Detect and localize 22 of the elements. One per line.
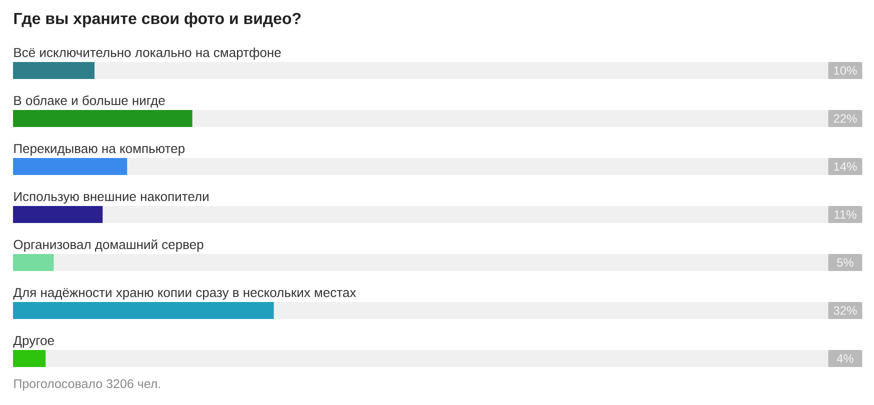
y-tick-label: Для надёжности храню копии сразу в нескольких местах	[13, 288, 356, 300]
data-label: 4%	[836, 354, 854, 363]
data-label: 32%	[834, 306, 857, 315]
y-tick-label: Другое	[13, 336, 54, 348]
bar	[13, 350, 46, 368]
y-tick-label: Всё исключительно локально на смартфоне	[14, 48, 281, 60]
y-tick-label: Организовал домашний сервер	[14, 239, 204, 252]
text: Проголосовало 3206 чел.	[14, 379, 160, 391]
bar	[13, 62, 95, 80]
bar	[13, 254, 54, 272]
y-tick-label: Перекидываю на компьютер	[14, 144, 185, 156]
data-label: 5%	[837, 258, 854, 267]
bar	[13, 158, 128, 176]
data-label: 22%	[834, 114, 857, 123]
bar	[13, 110, 192, 128]
data-label: 10%	[834, 66, 857, 75]
y-tick-label: В облаке и больше нигде	[14, 95, 165, 108]
bar	[13, 206, 103, 224]
data-label: 11%	[834, 210, 856, 219]
y-tick-label: Использую внешние накопители	[14, 192, 208, 204]
data-label: 14%	[834, 162, 857, 171]
chart-title: Где вы храните свои фото и видео?	[14, 12, 301, 28]
